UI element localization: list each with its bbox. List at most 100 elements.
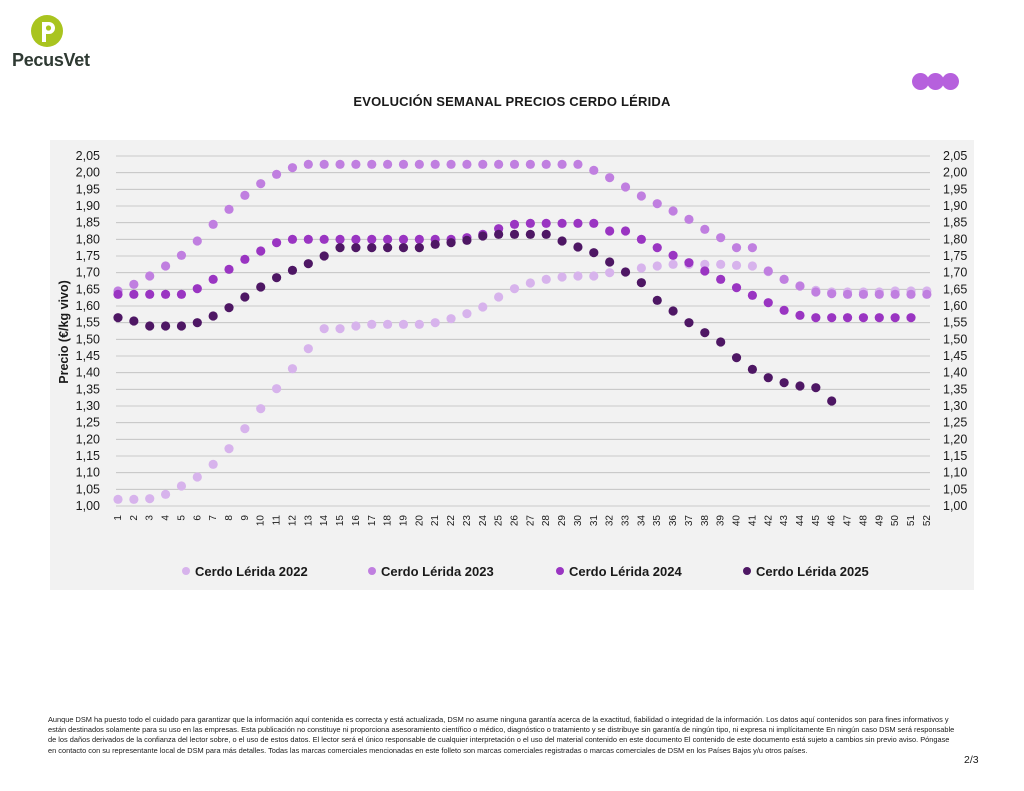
y-tick-label-right: 1,05 — [943, 482, 967, 496]
data-point-2 — [240, 190, 250, 200]
data-point-2 — [367, 159, 377, 169]
y-tick-label-right: 1,10 — [943, 466, 967, 480]
data-point-3 — [906, 313, 916, 323]
pecusvet-p-icon — [31, 15, 63, 47]
data-point-2 — [858, 289, 869, 299]
data-point-1 — [398, 319, 409, 329]
y-tick-label-right: 1,35 — [943, 382, 967, 396]
data-point-4 — [652, 295, 662, 305]
x-tick-label: 21 — [430, 515, 441, 527]
data-point-3 — [636, 234, 646, 244]
y-tick-label-right: 1,55 — [943, 316, 967, 330]
data-point-2 — [842, 289, 853, 299]
data-point-4 — [811, 383, 821, 393]
data-point-1 — [494, 292, 504, 302]
x-tick-label: 40 — [732, 515, 743, 527]
data-point-2 — [430, 159, 440, 169]
data-point-3 — [541, 218, 551, 228]
data-point-3 — [747, 290, 758, 300]
x-tick-label: 10 — [256, 515, 267, 527]
data-point-3 — [700, 266, 710, 276]
y-tick-label-left: 1,85 — [76, 216, 100, 230]
data-point-1 — [509, 284, 520, 294]
x-tick-label: 34 — [636, 515, 647, 527]
data-point-1 — [747, 261, 758, 271]
data-point-1 — [652, 261, 662, 271]
y-tick-label-left: 1,10 — [76, 466, 100, 480]
x-tick-label: 50 — [890, 515, 901, 527]
data-point-3 — [795, 310, 805, 320]
data-point-3 — [620, 226, 631, 236]
data-point-4 — [763, 373, 773, 383]
data-point-4 — [779, 378, 789, 388]
y-tick-label-left: 1,80 — [76, 232, 100, 246]
data-point-3 — [573, 218, 583, 228]
data-point-4 — [700, 328, 710, 338]
x-tick-label: 23 — [462, 515, 473, 527]
y-tick-label-left: 1,95 — [76, 182, 100, 196]
data-point-2 — [509, 159, 520, 169]
data-point-4 — [795, 381, 805, 391]
data-point-4 — [414, 243, 424, 253]
x-tick-label: 39 — [716, 515, 727, 527]
brand-name: PecusVet — [12, 50, 90, 70]
data-point-3 — [383, 234, 393, 244]
dot-icon — [912, 73, 929, 90]
data-point-2 — [795, 281, 805, 291]
data-point-4 — [319, 251, 329, 261]
data-point-1 — [224, 444, 234, 454]
data-point-1 — [272, 384, 282, 394]
data-point-4 — [208, 311, 218, 321]
page-title: EVOLUCIÓN SEMANAL PRECIOS CERDO LÉRIDA — [353, 94, 671, 109]
data-point-3 — [414, 234, 424, 244]
data-point-3 — [367, 234, 377, 244]
data-point-2 — [525, 159, 535, 169]
y-tick-label-right: 1,75 — [943, 249, 967, 263]
y-tick-label-right: 1,65 — [943, 282, 967, 296]
data-point-1 — [557, 272, 567, 282]
decorative-dots — [912, 73, 962, 91]
data-point-4 — [573, 242, 583, 252]
data-point-1 — [208, 459, 218, 469]
data-point-2 — [224, 204, 234, 214]
data-point-2 — [160, 261, 171, 271]
x-tick-label: 5 — [176, 515, 187, 521]
data-point-1 — [573, 271, 583, 281]
data-point-2 — [494, 159, 504, 169]
data-point-1 — [478, 302, 488, 312]
x-tick-label: 19 — [398, 515, 409, 527]
data-point-4 — [224, 303, 234, 313]
chart-panel: 1,00 1,00 1,05 1,05 1,10 1,10 1,15 1,15 1,20 1,20… — [50, 140, 974, 590]
data-point-2 — [319, 159, 329, 169]
data-point-3 — [272, 238, 282, 248]
data-point-3 — [763, 298, 773, 308]
y-tick-label-right: 1,70 — [943, 266, 967, 280]
y-tick-label-left: 1,55 — [76, 316, 100, 330]
data-point-1 — [129, 494, 139, 504]
data-point-2 — [684, 214, 694, 224]
data-point-2 — [779, 274, 789, 284]
x-tick-label: 41 — [747, 515, 758, 527]
data-point-2 — [478, 159, 488, 169]
data-point-2 — [272, 169, 282, 179]
data-point-1 — [446, 314, 456, 324]
data-point-2 — [303, 159, 313, 169]
y-tick-label-left: 1,65 — [76, 282, 100, 296]
legend-label-3: Cerdo Lérida 2024 — [569, 564, 682, 579]
data-point-1 — [541, 274, 551, 284]
data-point-2 — [668, 206, 678, 216]
data-point-3 — [398, 234, 409, 244]
x-tick-label: 3 — [145, 515, 156, 521]
y-tick-label-left: 1,60 — [76, 299, 100, 313]
legend-marker-4 — [743, 567, 751, 575]
data-point-3 — [129, 289, 139, 299]
data-point-3 — [208, 274, 218, 284]
dot-icon — [942, 73, 959, 90]
data-point-3 — [589, 218, 599, 228]
data-point-2 — [620, 182, 631, 192]
y-tick-label-left: 1,30 — [76, 399, 100, 413]
data-point-2 — [462, 159, 472, 169]
y-tick-label-left: 1,05 — [76, 482, 100, 496]
data-point-2 — [287, 163, 298, 173]
data-point-4 — [256, 282, 266, 292]
